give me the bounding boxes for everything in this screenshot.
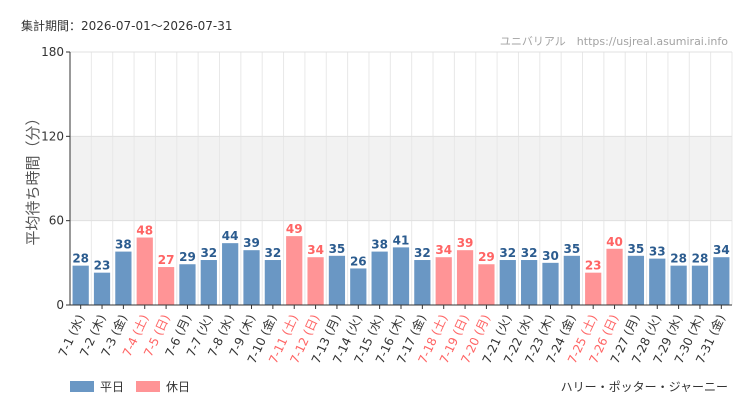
value-label: 48 — [136, 224, 153, 238]
legend-holiday: 休日 — [136, 378, 190, 395]
bar-7-22 (水) — [521, 260, 538, 305]
bar-7-3 (金) — [115, 251, 132, 305]
value-label: 39 — [457, 236, 474, 250]
value-label: 35 — [563, 242, 580, 256]
bar-7-13 (月) — [328, 255, 346, 305]
bar-7-25 (土) — [585, 272, 602, 305]
value-label: 40 — [606, 235, 623, 249]
bar-7-19 (日) — [456, 250, 474, 305]
bar-7-4 (土) — [136, 237, 153, 305]
bar-7-17 (金) — [414, 260, 431, 305]
value-label: 32 — [521, 246, 538, 260]
bar-7-14 (火) — [350, 268, 367, 305]
bar-7-26 (日) — [606, 248, 623, 305]
value-labels-layer: 28 23 38 48 27 29 32 44 39 32 49 34 35 26 38 41 32 34 39 29… — [72, 222, 729, 273]
bar-7-21 (火) — [499, 260, 516, 305]
bar-7-8 (水) — [222, 243, 239, 305]
shaded-band-0 — [70, 136, 732, 221]
attraction-name: ハリー・ポッター・ジャーニー — [560, 380, 728, 394]
value-label: 30 — [542, 249, 559, 263]
bar-7-2 (木) — [93, 272, 111, 305]
bar-7-5 (日) — [157, 267, 175, 305]
y-tick-label: 0 — [56, 298, 64, 312]
bar-7-1 (水) — [72, 265, 89, 305]
bar-7-9 (木) — [243, 250, 260, 305]
bar-7-18 (土) — [435, 257, 452, 305]
value-label: 35 — [329, 242, 346, 256]
bar-7-24 (金) — [563, 255, 580, 305]
value-label: 35 — [628, 242, 645, 256]
value-label: 38 — [115, 238, 132, 252]
bar-7-16 (木) — [392, 247, 410, 305]
value-label: 32 — [499, 246, 516, 260]
bars-layer — [72, 236, 730, 305]
bar-7-31 (金) — [713, 257, 730, 305]
value-label: 28 — [692, 252, 709, 266]
value-label: 34 — [435, 243, 452, 257]
value-label: 27 — [158, 253, 175, 267]
y-axis-label: 平均待ち時間（分） — [24, 110, 42, 245]
bar-7-12 (日) — [307, 257, 324, 305]
bar-7-6 (月) — [179, 264, 196, 305]
bar-7-28 (火) — [649, 258, 666, 305]
value-label: 28 — [72, 252, 89, 266]
value-label: 44 — [222, 229, 239, 243]
bar-7-30 (木) — [691, 265, 709, 305]
source-label: ユニバリアル https://usjreal.asumirai.info — [499, 35, 728, 48]
value-label: 29 — [179, 250, 196, 264]
legend-weekday: 平日 — [70, 378, 124, 395]
legend-holiday-label: 休日 — [166, 380, 191, 394]
bar-7-15 (水) — [371, 251, 388, 305]
y-tick-label: 120 — [41, 129, 64, 143]
y-tick-label: 60 — [49, 214, 64, 228]
value-label: 49 — [286, 222, 303, 236]
y-tick-label: 180 — [41, 45, 64, 59]
bar-7-7 (火) — [200, 260, 217, 305]
value-label: 23 — [585, 259, 602, 273]
value-label: 32 — [265, 246, 282, 260]
value-label: 23 — [94, 259, 111, 273]
legend-holiday-swatch — [136, 381, 160, 392]
value-label: 32 — [200, 246, 217, 260]
value-label: 28 — [670, 252, 687, 266]
bar-7-20 (月) — [478, 264, 495, 305]
bar-7-27 (月) — [627, 255, 645, 305]
period-label: 集計期間：2026-07-01～2026-07-31 — [21, 19, 233, 33]
legend-weekday-label: 平日 — [100, 380, 125, 394]
value-label: 32 — [414, 246, 431, 260]
bar-7-11 (土) — [286, 236, 303, 305]
grid-layer — [69, 51, 733, 306]
band-layer — [70, 136, 732, 221]
value-label: 34 — [307, 243, 324, 257]
value-label: 38 — [371, 238, 388, 252]
value-label: 29 — [478, 250, 495, 264]
bar-7-29 (水) — [670, 265, 687, 305]
legend-weekday-swatch — [70, 381, 94, 392]
value-label: 39 — [243, 236, 260, 250]
value-label: 41 — [393, 233, 410, 247]
value-label: 33 — [649, 245, 666, 259]
value-label: 26 — [350, 254, 367, 268]
bar-7-10 (金) — [264, 260, 281, 305]
bar-7-23 (木) — [542, 262, 559, 305]
value-label: 34 — [713, 243, 730, 257]
